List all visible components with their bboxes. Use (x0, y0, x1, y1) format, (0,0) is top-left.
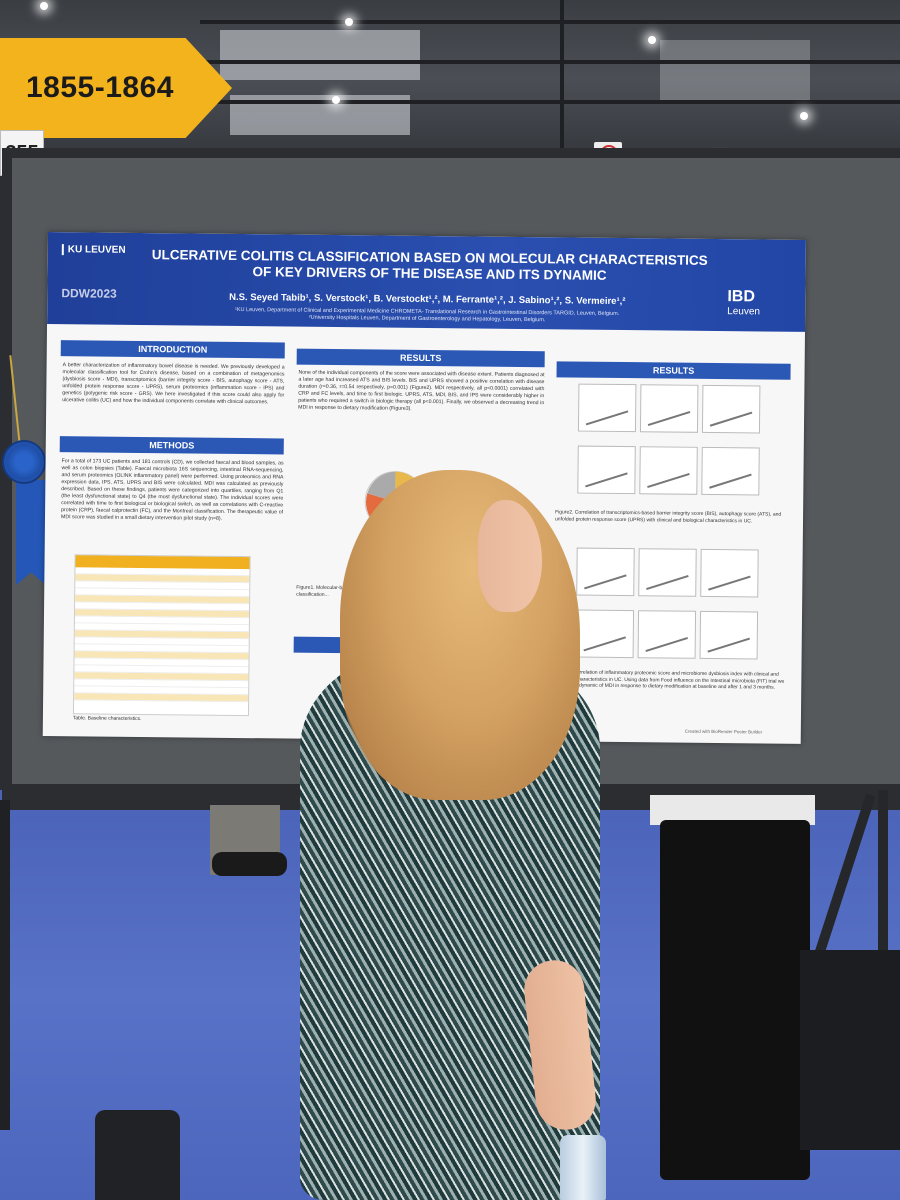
man-trousers (660, 820, 810, 1180)
ibd-logo-sub: Leuven (727, 306, 761, 318)
poster-footer: Created with BioRender Poster Builder (684, 728, 763, 735)
figure2-plot-2 (639, 384, 699, 433)
figure2-plot-4 (577, 445, 636, 495)
methods-text: For a total of 173 UC patients and 181 c… (60, 458, 284, 522)
board-leg-left (0, 800, 10, 1130)
introduction-text: A better characterization of inflammator… (62, 362, 285, 406)
board-stand-right (878, 790, 888, 1010)
poster-affiliations: ¹KU Leuven, Department of Clinical and E… (167, 306, 687, 326)
section-methods: METHODS (59, 436, 284, 455)
figure2-plot-1 (577, 383, 637, 433)
figure3-plot-3 (700, 548, 759, 598)
figure2-caption: Figure2. Correlation of transcriptomics-… (554, 509, 782, 524)
award-ribbon-rosette (2, 440, 46, 484)
baseline-table (72, 554, 251, 717)
section-results-right: RESULTS (556, 361, 791, 380)
figure2-plot-3 (701, 384, 761, 434)
poster-range-sign: 1855-1864 (0, 38, 232, 138)
figure3-plot-2 (638, 548, 697, 597)
ddw-logo: DDW2023 (61, 286, 117, 301)
figure3-plot-1 (576, 547, 635, 597)
figure3-plot-4 (575, 609, 635, 659)
ibd-logo-text: IBD (727, 288, 756, 306)
black-bag (95, 1110, 180, 1200)
award-ribbon-tail (16, 480, 46, 585)
poster-authors: N.S. Seyed Tabib¹, S. Verstock¹, B. Vers… (229, 291, 626, 308)
figure3-plot-5 (637, 610, 697, 659)
section-results-middle: RESULTS (296, 348, 545, 368)
section-introduction: INTRODUCTION (60, 340, 285, 359)
woman-hair (340, 470, 580, 800)
shoe-left (212, 852, 287, 876)
figure3-caption: Figure3. Correlation of inflammatory pro… (553, 669, 785, 691)
woman-face (478, 500, 542, 612)
results-text: None of the individual components of the… (298, 369, 545, 412)
figure2-plot-6 (701, 446, 760, 496)
poster-header: KU LEUVEN DDW2023 ULCERATIVE COLITIS CLA… (47, 232, 806, 332)
poster-range-text: 1855-1864 (26, 71, 174, 104)
exhibit-hall-ceiling (0, 0, 900, 175)
figure3-plot-6 (699, 610, 759, 660)
poster-title: ULCERATIVE COLITIS CLASSIFICATION BASED … (140, 247, 720, 284)
water-bottle (560, 1135, 606, 1200)
ku-leuven-logo: KU LEUVEN (61, 244, 126, 256)
figure2-plot-5 (639, 446, 698, 495)
table-caption: Table. Baseline characteristics. (72, 715, 142, 723)
ibd-leuven-logo: IBD Leuven (727, 288, 793, 318)
dark-chair (800, 950, 900, 1150)
